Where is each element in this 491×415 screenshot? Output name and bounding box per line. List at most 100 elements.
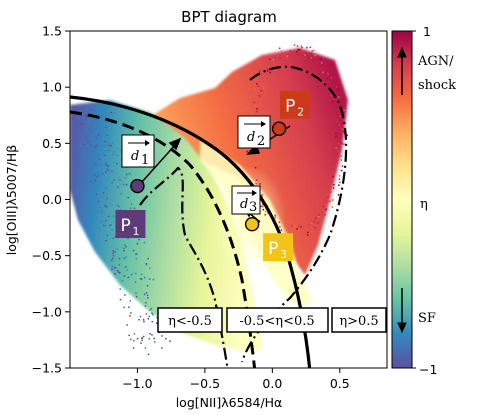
scatter-dot-agn [314, 226, 317, 229]
scatter-dot-sf [96, 210, 99, 213]
scatter-dot-agn [264, 213, 267, 216]
y-tick-label: 1.5 [42, 24, 62, 39]
sf-region-cloud [70, 100, 262, 352]
scatter-dot-sf [98, 158, 101, 161]
scatter-dot-sf [114, 266, 117, 269]
svg-text:1: 1 [141, 153, 149, 168]
scatter-dot-sf [122, 247, 125, 250]
point-p2-subscript: 2 [297, 106, 304, 119]
scatter-dot-agn [331, 206, 334, 209]
point-p1-label-box [115, 210, 146, 239]
scatter-dot-sf [128, 334, 131, 337]
scatter-dot-sf [116, 154, 119, 157]
scatter-dot-sf [146, 294, 149, 297]
scatter-dot-sf [107, 165, 110, 167]
colorbar-agn-label: AGN/ [417, 54, 454, 69]
scatter-dot-sf [86, 116, 89, 118]
scatter-dot-sf [108, 142, 110, 145]
scatter-dot-sf [89, 179, 92, 182]
scatter-dot-agn [338, 139, 341, 142]
scatter-dot-sf [95, 119, 98, 121]
scatter-dot-agn [338, 178, 341, 181]
region-legend: η<-0.5 -0.5<η<0.5 η>0.5 [157, 307, 387, 333]
scatter-dot-agn [261, 205, 264, 208]
scatter-dot-sf [106, 134, 109, 137]
scatter-dot-agn [310, 222, 313, 225]
scatter-dot-sf [100, 210, 103, 213]
scatter-dot-agn [317, 62, 319, 65]
scatter-dot-sf [114, 273, 116, 275]
d1-arrow [140, 143, 177, 184]
scatter-dot-agn [258, 95, 261, 98]
scatter-dot-agn [327, 196, 329, 199]
scatter-dot-sf [132, 249, 135, 252]
scatter-dot-sf [125, 269, 128, 271]
kauffmann-dashed-curve [70, 110, 257, 368]
scatter-dot-sf [105, 219, 107, 222]
scatter-dot-agn [326, 77, 329, 80]
scatter-dot-sf [135, 292, 137, 294]
scatter-dot-sf [130, 338, 132, 341]
scatter-dot-sf [84, 122, 87, 125]
colorbar [391, 30, 413, 369]
scatter-dot-sf [110, 259, 113, 262]
scatter-dot-sf [142, 335, 145, 338]
scatter-dot-sf [123, 275, 126, 277]
svg-text:d: d [240, 197, 248, 212]
scatter-dot-agn [313, 220, 316, 223]
scatter-dot-sf [138, 238, 140, 241]
scatter-dot-sf [129, 207, 132, 210]
scatter-dot-sf [119, 288, 122, 291]
scatter-dot-sf [134, 281, 137, 283]
scatter-dot-sf [78, 117, 81, 120]
scatter-dot-sf [85, 114, 88, 117]
point-p3-subscript: 3 [280, 248, 287, 261]
scatter-dot-sf [140, 278, 143, 280]
scatter-dot-agn [335, 86, 338, 88]
scatter-dot-sf [92, 182, 94, 185]
d1-arrowhead [168, 137, 182, 151]
scatter-dot-sf [144, 347, 147, 349]
scatter-dot-agn [337, 149, 339, 152]
scatter-dot-sf [153, 341, 156, 343]
scatter-dot-agn [266, 61, 269, 64]
scatter-dot-agn [271, 59, 273, 61]
scatter-dot-sf [147, 317, 150, 320]
scatter-dot-sf [88, 141, 90, 143]
y-tick-label: 0.0 [42, 192, 62, 207]
scatter-dot-sf [133, 333, 136, 335]
scatter-dot-agn [293, 44, 296, 46]
scatter-dot-sf [104, 224, 107, 227]
scatter-dot-sf [81, 120, 84, 123]
scatter-dot-sf [119, 179, 122, 181]
scatter-dot-agn [292, 227, 294, 230]
d1-label: d 1 [121, 134, 155, 168]
scatter-dot-sf [136, 242, 139, 245]
scatter-dot-sf [94, 179, 97, 182]
scatter-dot-agn [310, 57, 313, 59]
scatter-dot-agn [340, 142, 343, 145]
scatter-dot-sf [120, 192, 122, 195]
scatter-dot-sf [85, 108, 88, 111]
colorbar-down-arrowhead [397, 322, 407, 334]
point-p3-label-box [263, 233, 294, 262]
scatter-dot-agn [270, 65, 273, 68]
y-tick-label: 1.0 [42, 80, 62, 95]
scatter-dot-agn [256, 179, 258, 182]
scatter-dot-sf [145, 301, 147, 304]
scatter-dot-agn [330, 94, 332, 97]
scatter-dot-agn [253, 88, 256, 91]
scatter-dot-sf [148, 315, 151, 318]
scatter-dot-sf [143, 293, 146, 296]
scatter-dot-sf [135, 295, 138, 298]
scatter-dot-agn [303, 54, 306, 56]
scatter-dot-agn [279, 57, 281, 59]
scatter-dot-agn [249, 165, 252, 168]
scatter-dot-agn [342, 127, 345, 129]
scatter-dot-sf [79, 144, 82, 147]
scatter-dot-agn [313, 54, 316, 57]
scatter-dot-sf [125, 265, 127, 268]
x-tick-label: 0.5 [330, 376, 350, 391]
scatter-dot-sf [149, 332, 152, 335]
